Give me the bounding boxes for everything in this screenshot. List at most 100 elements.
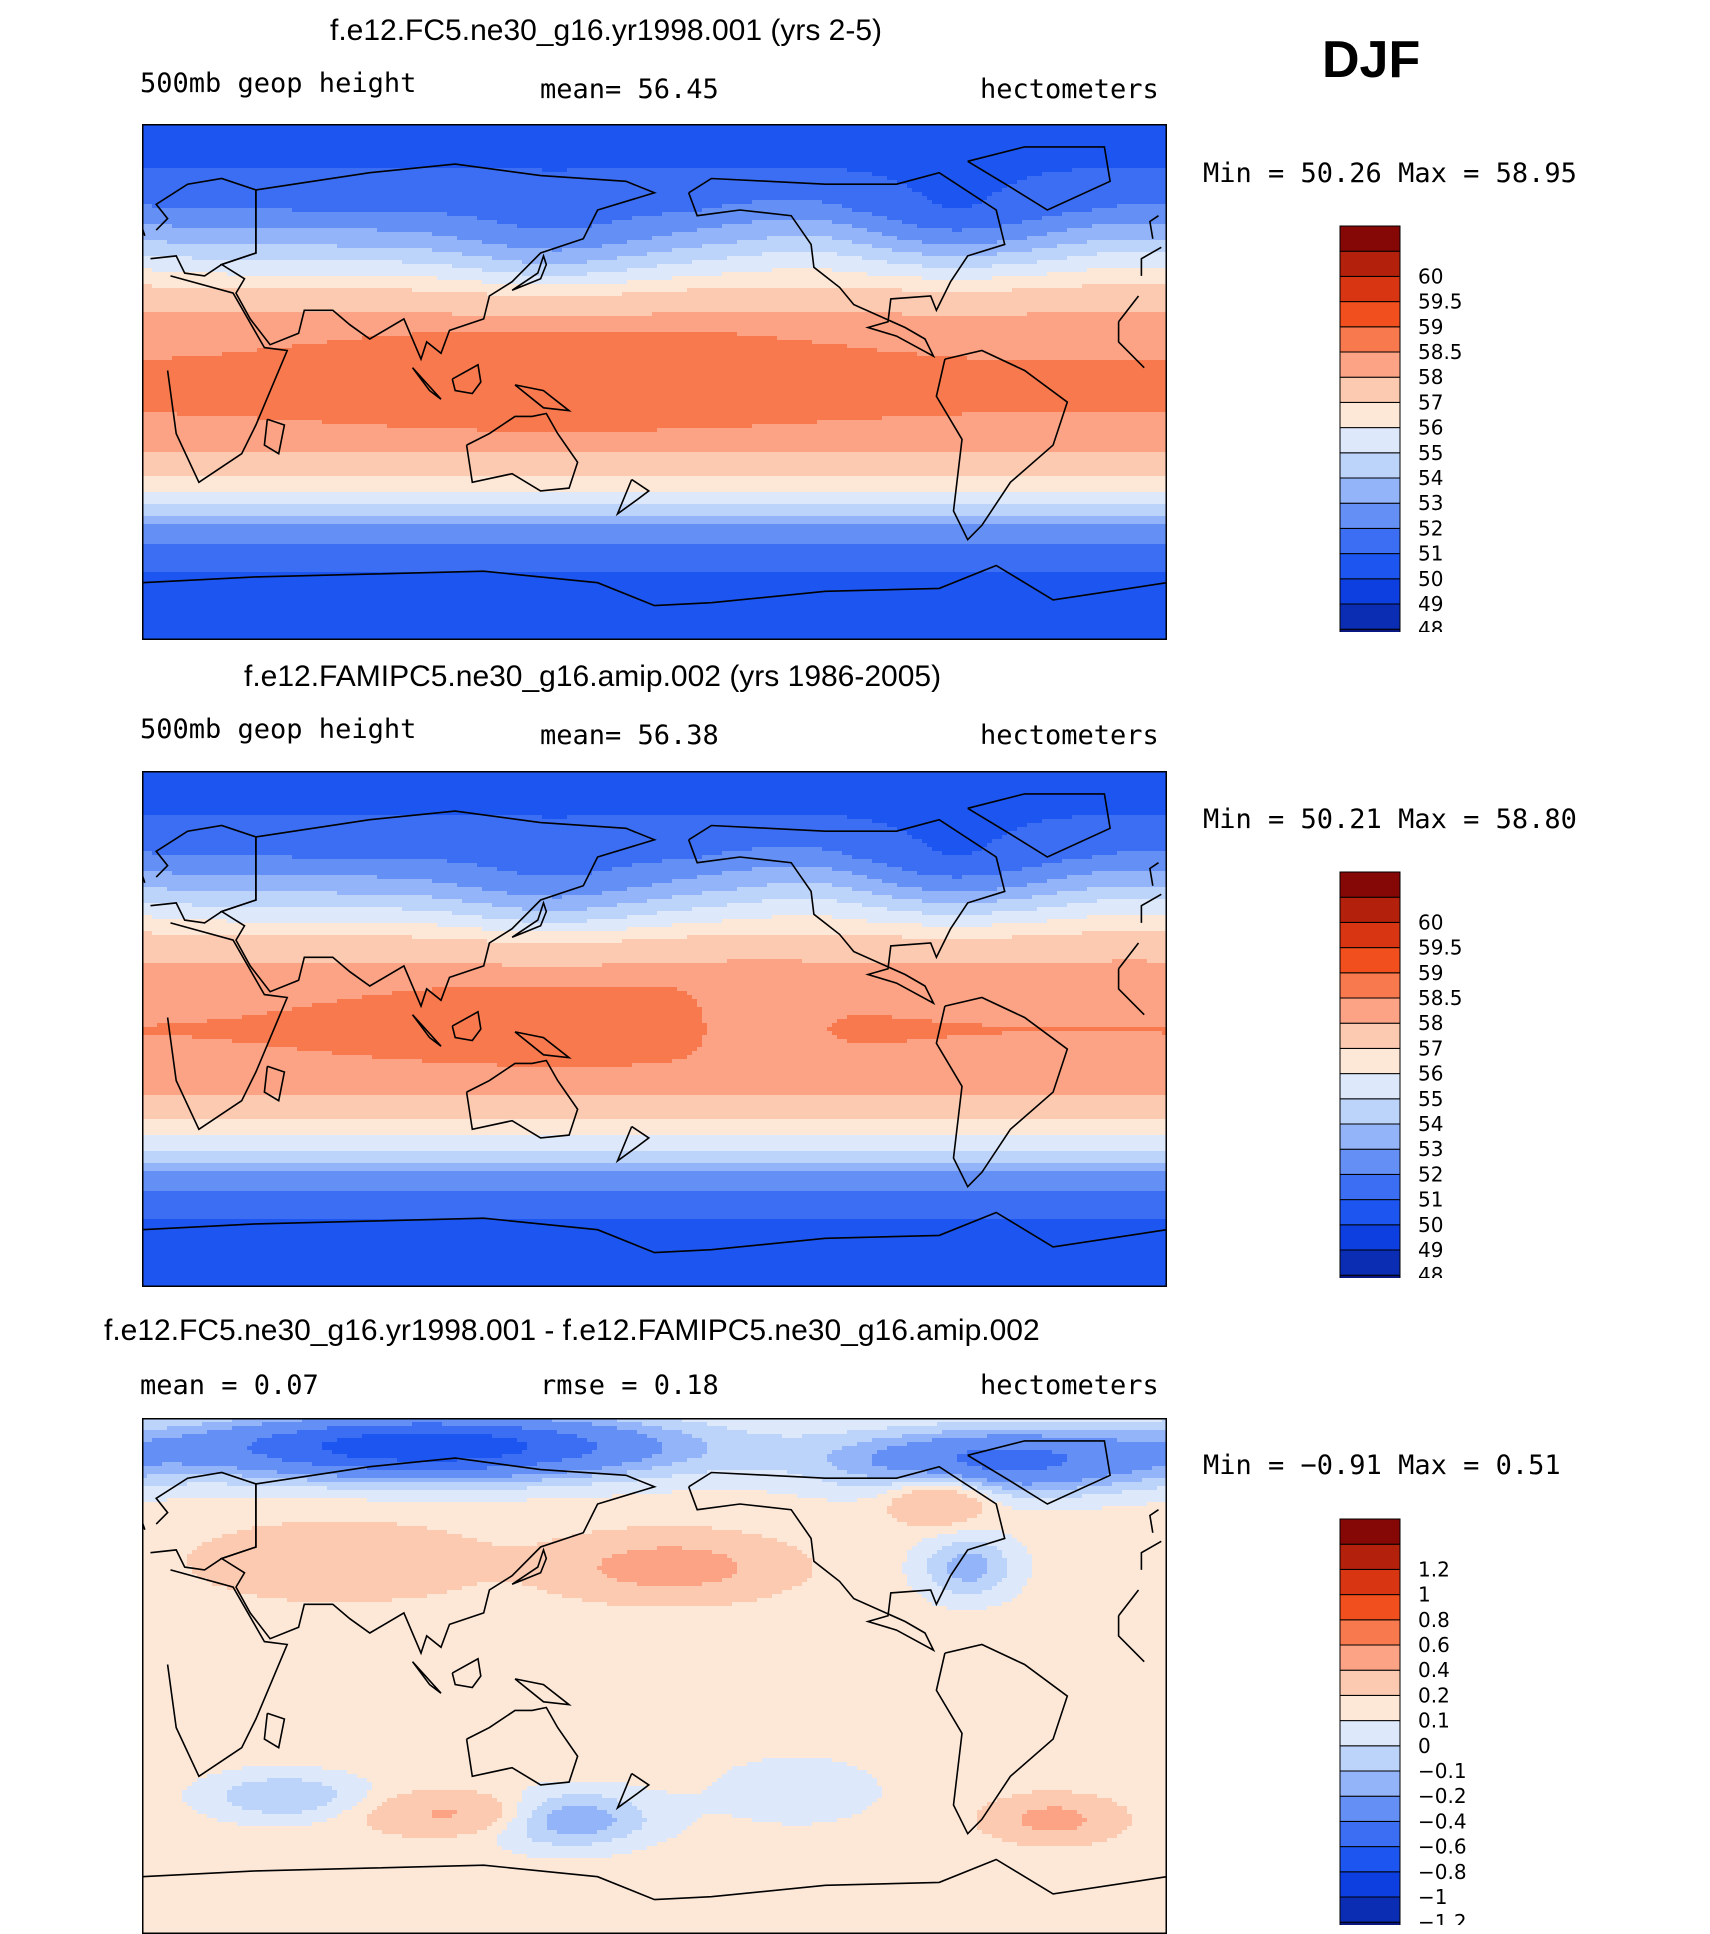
panel1-map-cell — [322, 200, 328, 205]
panel1-map-cell — [1157, 128, 1163, 133]
panel1-map-cell — [747, 192, 753, 197]
panel1-map-cell — [757, 160, 763, 165]
panel1-map-cell — [1062, 188, 1068, 193]
panel1-map-cell — [812, 208, 818, 213]
panel1-map-cell — [812, 188, 818, 193]
panel1-map-cell — [582, 156, 588, 161]
panel1-map-cell — [302, 208, 308, 213]
panel1-map-cell — [867, 152, 873, 157]
panel1-map-cell — [1067, 148, 1073, 153]
panel1-map-cell — [412, 192, 418, 197]
panel1-map-cell — [832, 136, 838, 141]
panel1-map-cell — [757, 156, 763, 161]
panel1-map-cell — [342, 216, 348, 221]
panel1-map-cell — [912, 172, 918, 177]
panel1-map-cell — [1112, 212, 1118, 217]
panel1-map-cell — [342, 132, 348, 137]
panel1-map-cell — [172, 156, 178, 161]
panel1-map-cell — [942, 152, 948, 157]
panel1-map-cell — [1002, 168, 1008, 173]
panel1-map-cell — [167, 212, 173, 217]
panel1-map-cell — [307, 176, 313, 181]
panel1-map-cell — [347, 144, 353, 149]
panel1-map-cell — [1007, 212, 1013, 217]
panel1-map-cell — [907, 128, 913, 133]
panel1-map-cell — [832, 140, 838, 145]
panel1-map-cell — [692, 156, 698, 161]
panel1-map-cell — [1137, 152, 1143, 157]
panel1-map-cell — [952, 208, 958, 213]
panel1-map-cell — [897, 156, 903, 161]
panel1-map-cell — [517, 188, 523, 193]
panel1-map-cell — [1097, 216, 1103, 221]
panel1-map-cell — [1042, 132, 1048, 137]
panel1-map-cell — [722, 128, 728, 133]
panel1-map-cell — [1092, 204, 1098, 209]
panel1-map-cell — [1062, 164, 1068, 169]
panel1-map-cell — [1082, 200, 1088, 205]
panel1-map-cell — [567, 148, 573, 153]
panel1-map-cell — [872, 188, 878, 193]
panel1-map-cell — [907, 184, 913, 189]
panel1-map-cell — [182, 208, 188, 213]
panel1-map-cell — [542, 216, 548, 221]
panel1-map-cell — [912, 212, 918, 217]
panel1-map-cell — [362, 180, 368, 185]
panel1-map-cell — [242, 188, 248, 193]
panel1-map-cell — [882, 196, 888, 201]
panel1-map-cell — [962, 208, 968, 213]
panel1-map-cell — [667, 128, 673, 133]
panel1-map-cell — [367, 164, 373, 169]
panel1-map-cell — [1037, 212, 1043, 217]
panel1-map-cell — [322, 164, 328, 169]
panel1-map-cell — [357, 212, 363, 217]
panel1-map-cell — [582, 152, 588, 157]
panel1-map-cell — [462, 216, 468, 221]
panel1-map-cell — [447, 184, 453, 189]
panel1-map-cell — [457, 132, 463, 137]
panel1-map-cell — [347, 220, 353, 225]
panel1-map-cell — [1067, 180, 1073, 185]
panel1-map-cell — [162, 176, 168, 181]
panel1-map-cell — [1157, 196, 1163, 201]
panel1-map-cell — [797, 152, 803, 157]
panel1-map-cell — [542, 168, 548, 173]
panel1-map-cell — [432, 192, 438, 197]
panel1-map-cell — [352, 152, 358, 157]
panel1-map-cell — [302, 192, 308, 197]
panel1-map-cell — [392, 136, 398, 141]
panel1-map-cell — [282, 192, 288, 197]
panel1-map-cell — [772, 216, 778, 221]
panel1-map-cell — [617, 188, 623, 193]
panel1-map-cell — [932, 204, 938, 209]
panel1-map-cell — [202, 220, 208, 225]
panel1-map-cell — [992, 188, 998, 193]
panel1-map-cell — [977, 140, 983, 145]
panel1-map-cell — [702, 148, 708, 153]
panel1-map-cell — [1017, 140, 1023, 145]
panel1-map-cell — [1077, 148, 1083, 153]
panel1-map-cell — [227, 168, 233, 173]
panel1-map-cell — [197, 156, 203, 161]
panel1-map-cell — [937, 164, 943, 169]
panel1-map-cell — [792, 192, 798, 197]
panel1-map-cell — [537, 140, 543, 145]
panel1-map-cell — [422, 132, 428, 137]
panel1-map-cell — [247, 220, 253, 225]
panel1-map-cell — [812, 200, 818, 205]
panel1-map-cell — [792, 156, 798, 161]
panel1-map-cell — [187, 200, 193, 205]
panel1-map-cell — [862, 152, 868, 157]
panel1-map-cell — [887, 176, 893, 181]
panel1-map-cell — [1137, 192, 1143, 197]
panel1-map-cell — [1042, 136, 1048, 141]
panel1-map-cell — [517, 152, 523, 157]
panel1-map-cell — [527, 200, 533, 205]
panel1-map-cell — [677, 216, 683, 221]
panel1-map-cell — [332, 220, 338, 225]
panel1-map-cell — [157, 140, 163, 145]
panel1-map-cell — [807, 144, 813, 149]
panel1-map-cell — [247, 216, 253, 221]
panel1-map-cell — [377, 148, 383, 153]
panel1-map-cell — [932, 216, 938, 221]
